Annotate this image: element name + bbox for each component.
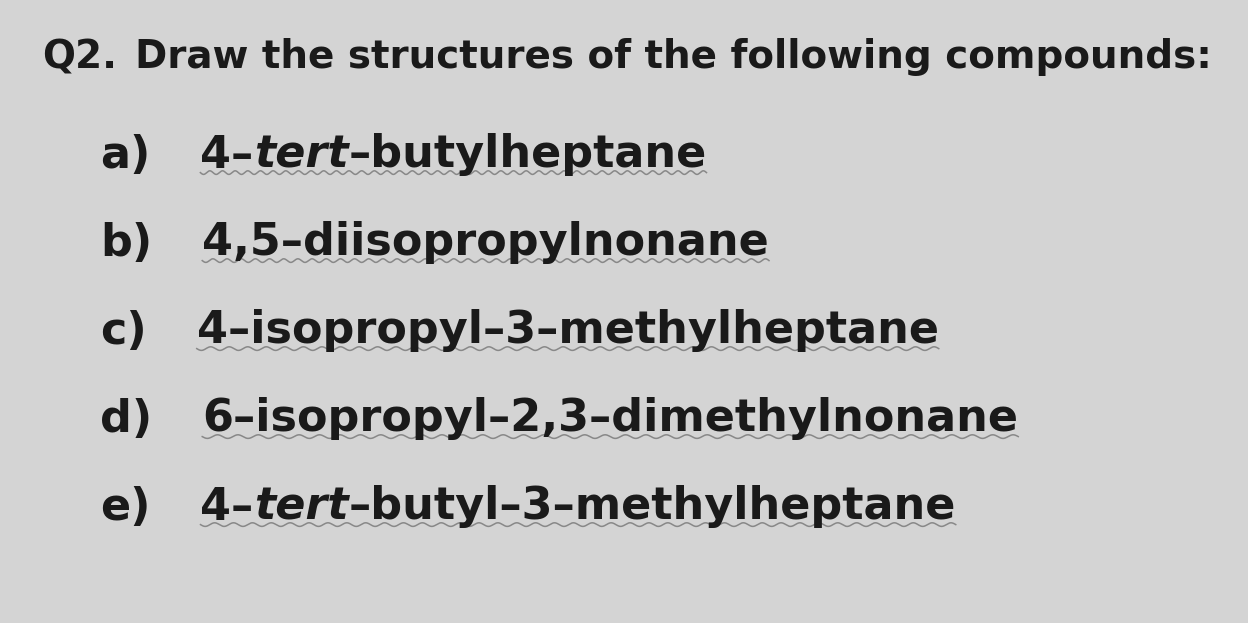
Text: Q2.: Q2. bbox=[42, 38, 117, 76]
Text: 4–: 4– bbox=[201, 485, 253, 528]
Text: –butyl–3–methylheptane: –butyl–3–methylheptane bbox=[348, 485, 956, 528]
Text: 4–isopropyl–3–methylheptane: 4–isopropyl–3–methylheptane bbox=[197, 310, 938, 353]
Text: b): b) bbox=[100, 222, 152, 265]
Text: 4–: 4– bbox=[201, 133, 253, 176]
Text: –butylheptane: –butylheptane bbox=[348, 133, 706, 176]
Text: Draw the structures of the following compounds:: Draw the structures of the following com… bbox=[135, 38, 1212, 76]
Text: c): c) bbox=[100, 310, 147, 353]
Text: tert: tert bbox=[253, 485, 348, 528]
Text: a): a) bbox=[100, 133, 150, 176]
Text: e): e) bbox=[100, 485, 151, 528]
Text: tert: tert bbox=[253, 133, 348, 176]
Text: d): d) bbox=[100, 397, 152, 440]
Text: 6–isopropyl–2,3–dimethylnonane: 6–isopropyl–2,3–dimethylnonane bbox=[202, 397, 1018, 440]
Text: 4,5–diisopropylnonane: 4,5–diisopropylnonane bbox=[202, 222, 769, 265]
